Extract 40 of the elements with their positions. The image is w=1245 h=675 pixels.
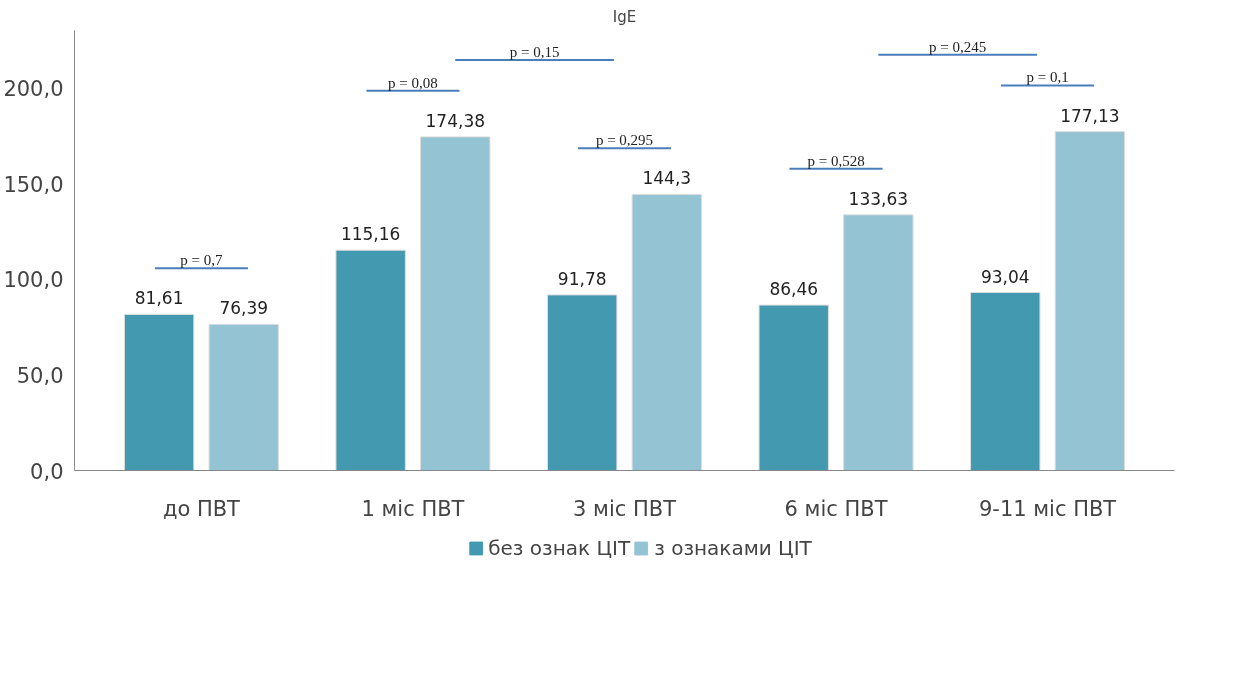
bar xyxy=(335,249,406,471)
y-tick-label: 50,0 xyxy=(16,363,64,388)
x-tick-label: до ПВТ xyxy=(162,496,241,521)
data-label: 177,13 xyxy=(1060,105,1120,126)
bar xyxy=(843,214,914,471)
data-label: 133,63 xyxy=(848,188,909,209)
annotation: p = 0,7 xyxy=(180,252,224,269)
bar xyxy=(758,304,829,471)
x-tick-label: 9-11 міс ПВТ xyxy=(978,496,1117,521)
y-tick-label: 100,0 xyxy=(3,268,64,293)
x-tick-label: 1 міс ПВТ xyxy=(361,496,465,521)
data-label: 144,3 xyxy=(642,168,692,189)
bar xyxy=(123,313,195,471)
legend-label: з ознаками ЦІТ xyxy=(654,536,812,560)
bar xyxy=(420,136,491,471)
data-label: 86,46 xyxy=(769,279,819,300)
bar xyxy=(547,294,618,471)
data-label: 174,38 xyxy=(425,110,486,131)
data-label: 76,39 xyxy=(219,298,269,319)
annotation: p = 0,1 xyxy=(1026,69,1069,86)
chart-title: IgE xyxy=(612,7,637,26)
data-label: 93,04 xyxy=(980,266,1030,287)
annotation: p = 0,245 xyxy=(929,38,987,55)
bar xyxy=(1054,131,1126,471)
x-tick-label: 3 міс ПВТ xyxy=(573,496,677,521)
legend-label: без ознак ЦІТ xyxy=(488,536,631,560)
data-label: 115,16 xyxy=(340,224,401,245)
x-tick-label: 6 міс ПВТ xyxy=(784,496,888,521)
bar xyxy=(631,193,702,471)
annotation: p = 0,295 xyxy=(595,132,654,149)
annotation: p = 0,15 xyxy=(509,43,560,60)
annotation: p = 0,08 xyxy=(388,74,438,91)
y-tick-label: 0,0 xyxy=(30,459,64,484)
annotation: p = 0,528 xyxy=(807,152,865,169)
bar xyxy=(970,292,1041,471)
bar xyxy=(208,323,279,471)
data-label: 81,61 xyxy=(134,288,184,309)
y-tick-label: 200,0 xyxy=(3,76,64,101)
y-tick-label: 150,0 xyxy=(3,172,64,197)
data-label: 91,78 xyxy=(557,268,607,289)
